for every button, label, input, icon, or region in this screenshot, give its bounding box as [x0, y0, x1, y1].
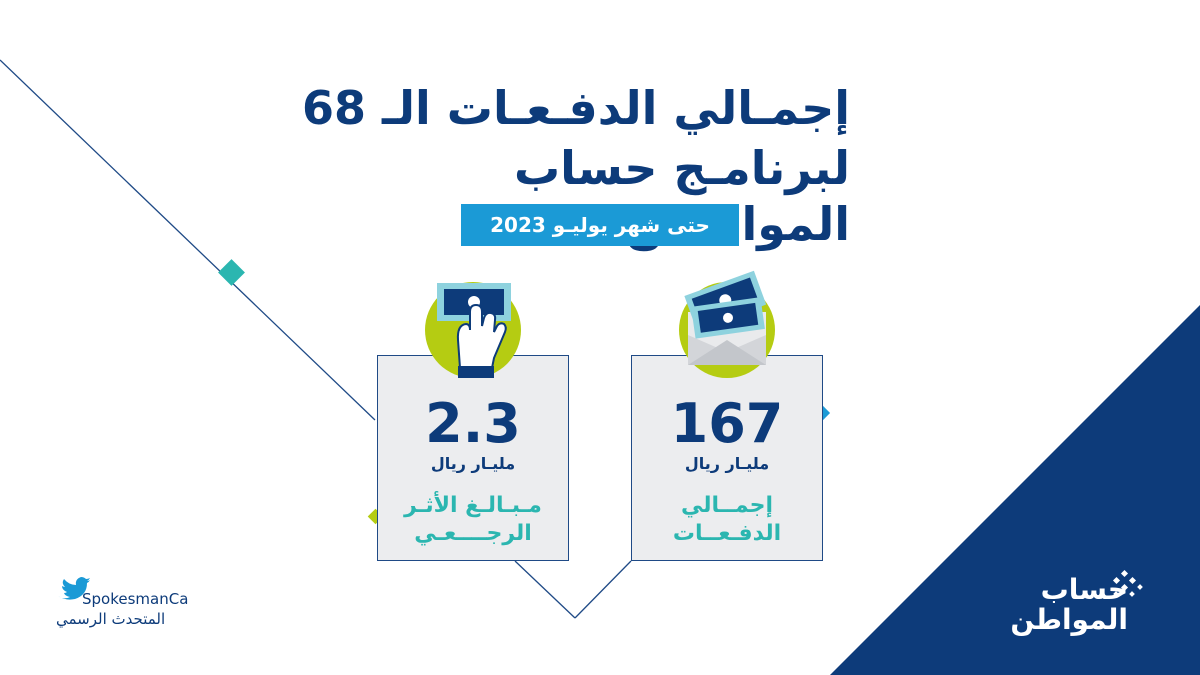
card-label-line2: الدفـعــات	[672, 521, 782, 546]
card-value: 2.3	[425, 392, 521, 455]
date-badge-text: حتى شهر يوليـو 2023	[490, 213, 710, 237]
card-label: إجمــالي الدفـعــات	[632, 492, 822, 548]
navy-corner-triangle	[830, 305, 1200, 675]
date-badge: حتى شهر يوليـو 2023	[461, 204, 739, 246]
citizen-account-logo: حساب المواطن	[988, 575, 1128, 635]
page-title-line1: إجمـالي الدفـعـات الـ 68	[301, 81, 850, 135]
decor-line	[574, 560, 632, 619]
card-label: مـبـالـغ الأثـر الرجــــعـي	[378, 492, 568, 548]
teal-diamond	[218, 259, 245, 286]
twitter-handle-text: SpokesmanCa	[82, 590, 189, 608]
card-label-line2: الرجــــعـي	[414, 521, 532, 546]
decor-line	[514, 560, 576, 619]
card-unit: مليـار ريال	[684, 454, 770, 473]
logo-line1: حساب	[1040, 573, 1128, 606]
retroactive-amounts-card: 2.3 مليـار ريال مـبـالـغ الأثـر الرجــــ…	[377, 355, 569, 561]
spokesman-label: المتحدث الرسمي	[56, 610, 166, 628]
card-label-line1: مـبـالـغ الأثـر	[404, 493, 542, 518]
twitter-handle[interactable]: SpokesmanCa	[56, 590, 188, 608]
card-unit: مليـار ريال	[430, 454, 516, 473]
total-payments-card: 167 مليـار ريال إجمــالي الدفـعــات	[631, 355, 823, 561]
decor-line	[0, 59, 376, 421]
card-value: 167	[670, 392, 784, 455]
card-label-line1: إجمــالي	[681, 493, 773, 518]
logo-line2: المواطن	[1010, 603, 1128, 636]
